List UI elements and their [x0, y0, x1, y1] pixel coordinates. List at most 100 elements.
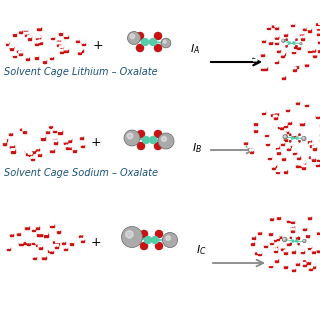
- Bar: [43, 60, 46, 63]
- Circle shape: [252, 241, 254, 243]
- Circle shape: [318, 48, 320, 50]
- Circle shape: [264, 38, 266, 40]
- Bar: [81, 239, 84, 242]
- Circle shape: [136, 32, 144, 40]
- Circle shape: [266, 244, 268, 245]
- Circle shape: [302, 165, 304, 167]
- Circle shape: [25, 56, 27, 58]
- Circle shape: [39, 40, 41, 42]
- Circle shape: [57, 42, 59, 44]
- Bar: [53, 240, 56, 243]
- Circle shape: [303, 258, 305, 260]
- Circle shape: [290, 219, 291, 220]
- Circle shape: [309, 143, 311, 145]
- Bar: [7, 247, 10, 251]
- Bar: [316, 22, 319, 25]
- Circle shape: [55, 140, 57, 142]
- Circle shape: [69, 145, 71, 147]
- Circle shape: [30, 152, 32, 154]
- Circle shape: [291, 22, 292, 24]
- Circle shape: [274, 60, 276, 61]
- Circle shape: [151, 236, 158, 244]
- Bar: [313, 54, 316, 57]
- Circle shape: [154, 44, 162, 52]
- Bar: [309, 155, 312, 158]
- Circle shape: [53, 128, 55, 130]
- Bar: [25, 149, 28, 152]
- Bar: [66, 146, 69, 149]
- Circle shape: [296, 240, 298, 242]
- Circle shape: [4, 137, 6, 139]
- Bar: [27, 242, 30, 245]
- Circle shape: [9, 45, 11, 47]
- Circle shape: [317, 39, 319, 41]
- Circle shape: [284, 156, 285, 158]
- Circle shape: [318, 112, 320, 114]
- Bar: [303, 27, 306, 30]
- Circle shape: [313, 48, 315, 50]
- Circle shape: [31, 228, 33, 229]
- Circle shape: [288, 108, 289, 109]
- Circle shape: [271, 40, 272, 42]
- Circle shape: [292, 240, 294, 242]
- Circle shape: [75, 148, 76, 149]
- Circle shape: [140, 242, 148, 250]
- Bar: [292, 51, 295, 53]
- Circle shape: [299, 164, 301, 165]
- Circle shape: [296, 235, 298, 237]
- Circle shape: [307, 260, 308, 261]
- Bar: [285, 130, 288, 133]
- Bar: [272, 166, 275, 169]
- Circle shape: [319, 27, 320, 28]
- Bar: [53, 129, 56, 132]
- Circle shape: [59, 31, 60, 32]
- Circle shape: [319, 138, 320, 140]
- Bar: [5, 42, 9, 45]
- Bar: [281, 247, 284, 250]
- Circle shape: [77, 50, 79, 52]
- Circle shape: [46, 129, 47, 131]
- Circle shape: [59, 49, 61, 51]
- Circle shape: [9, 232, 11, 234]
- Bar: [287, 147, 290, 150]
- Circle shape: [52, 55, 53, 57]
- Circle shape: [271, 264, 273, 266]
- Circle shape: [258, 230, 260, 232]
- Circle shape: [302, 26, 304, 28]
- Bar: [291, 23, 294, 26]
- Circle shape: [142, 137, 149, 143]
- Bar: [308, 140, 311, 142]
- Circle shape: [308, 233, 310, 235]
- Bar: [313, 147, 316, 150]
- Circle shape: [46, 233, 48, 234]
- Bar: [301, 250, 304, 253]
- Bar: [19, 52, 22, 55]
- Circle shape: [8, 131, 10, 133]
- Circle shape: [295, 39, 298, 41]
- Circle shape: [23, 240, 25, 242]
- Circle shape: [11, 131, 12, 133]
- Circle shape: [283, 133, 284, 134]
- Circle shape: [262, 38, 263, 40]
- Circle shape: [305, 102, 307, 104]
- Circle shape: [312, 156, 313, 157]
- Circle shape: [49, 55, 51, 57]
- Circle shape: [70, 241, 72, 243]
- Circle shape: [6, 137, 8, 139]
- Circle shape: [288, 241, 290, 243]
- Circle shape: [254, 121, 256, 123]
- Circle shape: [57, 244, 59, 246]
- Circle shape: [23, 238, 24, 240]
- Circle shape: [274, 165, 275, 167]
- Circle shape: [264, 111, 265, 112]
- Bar: [26, 57, 29, 60]
- Circle shape: [63, 246, 65, 248]
- Bar: [17, 232, 20, 235]
- Bar: [283, 133, 286, 136]
- Circle shape: [250, 241, 252, 243]
- Bar: [296, 164, 299, 167]
- Circle shape: [312, 264, 313, 266]
- Bar: [274, 116, 277, 119]
- Circle shape: [315, 146, 316, 148]
- Circle shape: [255, 59, 257, 61]
